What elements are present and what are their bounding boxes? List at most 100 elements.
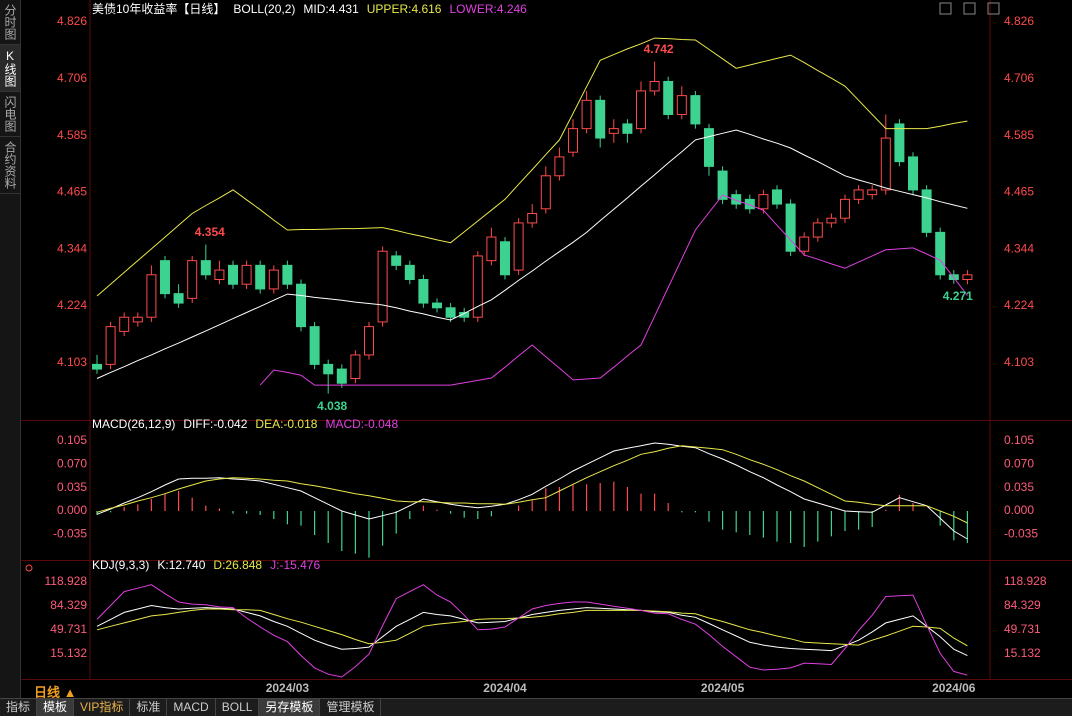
legend-entry: UPPER:4.616: [367, 2, 442, 16]
candle-body: [826, 217, 837, 224]
y-tick-label: 4.465: [57, 184, 87, 198]
y-tick-label: 4.585: [57, 128, 87, 142]
candle-body: [908, 156, 918, 191]
indicator-name: MACD(26,12,9): [92, 417, 175, 431]
candle-body: [676, 95, 687, 115]
price-annotation: 4.038: [317, 399, 347, 413]
candle-body: [840, 198, 850, 219]
legend-entry: J:-15.476: [270, 558, 320, 572]
y-tick-label: 118.928: [45, 574, 88, 588]
sidebar-item[interactable]: 闪电图: [0, 92, 20, 137]
indicator-line: [96, 37, 968, 297]
y-tick-label: 4.826: [57, 14, 87, 28]
y-tick-label: 0.000: [57, 503, 87, 517]
y-tick-label: 0.070: [57, 457, 87, 471]
tab[interactable]: BOLL: [216, 699, 260, 716]
candle-body: [799, 236, 810, 252]
candle-body: [160, 260, 170, 295]
sidebar-item[interactable]: 分时图: [0, 0, 20, 45]
indicator-line: [96, 445, 968, 524]
candle-body: [758, 194, 769, 210]
y-tick-label-right: 0.035: [1004, 480, 1034, 494]
candle-body: [690, 95, 701, 125]
candle-body: [268, 269, 279, 290]
chart-title: 美债10年收益率【日线】: [92, 1, 225, 16]
y-tick-label-right: 4.344: [1004, 241, 1034, 255]
candle-body: [282, 264, 293, 285]
sidebar-item[interactable]: K线图: [0, 45, 20, 92]
indicator-line: [96, 584, 968, 678]
candle-body: [622, 123, 633, 134]
candle-body: [214, 269, 225, 280]
y-tick-label-right: 4.706: [1004, 71, 1034, 85]
candle-body: [812, 222, 823, 238]
tab[interactable]: 管理模板: [320, 699, 382, 716]
candle-body: [554, 156, 565, 177]
candle-body: [921, 189, 932, 233]
tab-bar: 指标 模板 VIP指标 标准 MACD BOLL 另存模板 管理模板: [0, 698, 1072, 716]
candle-body: [581, 99, 592, 130]
candle-body: [540, 175, 551, 210]
tab[interactable]: 标准: [130, 699, 168, 716]
legend-entry: K:12.740: [157, 558, 205, 572]
candle-body: [472, 255, 483, 318]
indicator-line: [96, 608, 968, 647]
candle-body: [785, 203, 796, 252]
candle-body: [853, 189, 864, 200]
indicator-name: BOLL(20,2): [233, 2, 295, 16]
sidebar-item[interactable]: 合约资料: [0, 137, 20, 194]
x-tick-label: 2024/04: [483, 681, 527, 695]
candle-body: [323, 363, 334, 375]
background: [0, 0, 1072, 698]
legend-entry: MACD:-0.048: [325, 417, 398, 431]
candle-body: [296, 283, 306, 328]
y-tick-label-right: 15.132: [1004, 646, 1041, 660]
price-annotation: 4.742: [644, 42, 674, 56]
window-icon[interactable]: [939, 2, 952, 15]
y-tick-label: 4.103: [57, 355, 87, 369]
window-icon[interactable]: [987, 2, 1000, 15]
tab[interactable]: VIP指标: [74, 699, 131, 716]
legend-entry: LOWER:4.246: [449, 2, 527, 16]
candle-body: [527, 212, 538, 224]
period-selector[interactable]: 日线 ▲: [34, 685, 77, 700]
candle-body: [350, 354, 361, 380]
y-tick-label: 84.329: [50, 598, 87, 612]
candle-body: [459, 312, 470, 318]
y-tick-label: 49.731: [50, 622, 87, 636]
candle-body: [636, 90, 646, 130]
y-tick-label-right: 4.585: [1004, 128, 1034, 142]
candle-body: [513, 222, 524, 271]
legend-entry: DIFF:-0.042: [183, 417, 247, 431]
candle-body: [649, 80, 660, 92]
candle-body: [717, 170, 728, 200]
y-tick-label-right: 84.329: [1004, 598, 1041, 612]
indicator-line: [96, 129, 968, 379]
tab[interactable]: 模板: [37, 699, 75, 716]
tab[interactable]: 另存模板: [259, 699, 321, 716]
x-tick-label: 2024/06: [932, 681, 976, 695]
window-icon[interactable]: [963, 2, 976, 15]
candle-body: [173, 293, 184, 304]
candle-body: [132, 316, 143, 323]
candle-body: [391, 255, 402, 266]
candle-body: [200, 260, 211, 276]
tab[interactable]: MACD: [167, 699, 216, 716]
candle-body: [500, 241, 510, 276]
sidebar: 分时图 K线图 闪电图 合约资料: [0, 0, 21, 698]
chart: 4.103 4.103 4.224 4.224 4.344 4.344 4.465 4.465…: [0, 0, 1072, 698]
candle-body: [228, 264, 238, 285]
candle-body: [744, 198, 755, 210]
candle-body: [663, 80, 674, 115]
candle-body: [595, 99, 606, 139]
candle-body: [92, 363, 102, 370]
candle-body: [894, 123, 905, 163]
legend-entry: D:26.848: [213, 558, 262, 572]
tab[interactable]: 指标: [0, 699, 38, 716]
indicator-line: [96, 604, 968, 657]
y-tick-label: 15.132: [50, 646, 87, 660]
candle-body: [731, 194, 742, 205]
y-tick-label-right: -0.035: [1004, 527, 1038, 541]
y-tick-label: 4.706: [57, 71, 87, 85]
